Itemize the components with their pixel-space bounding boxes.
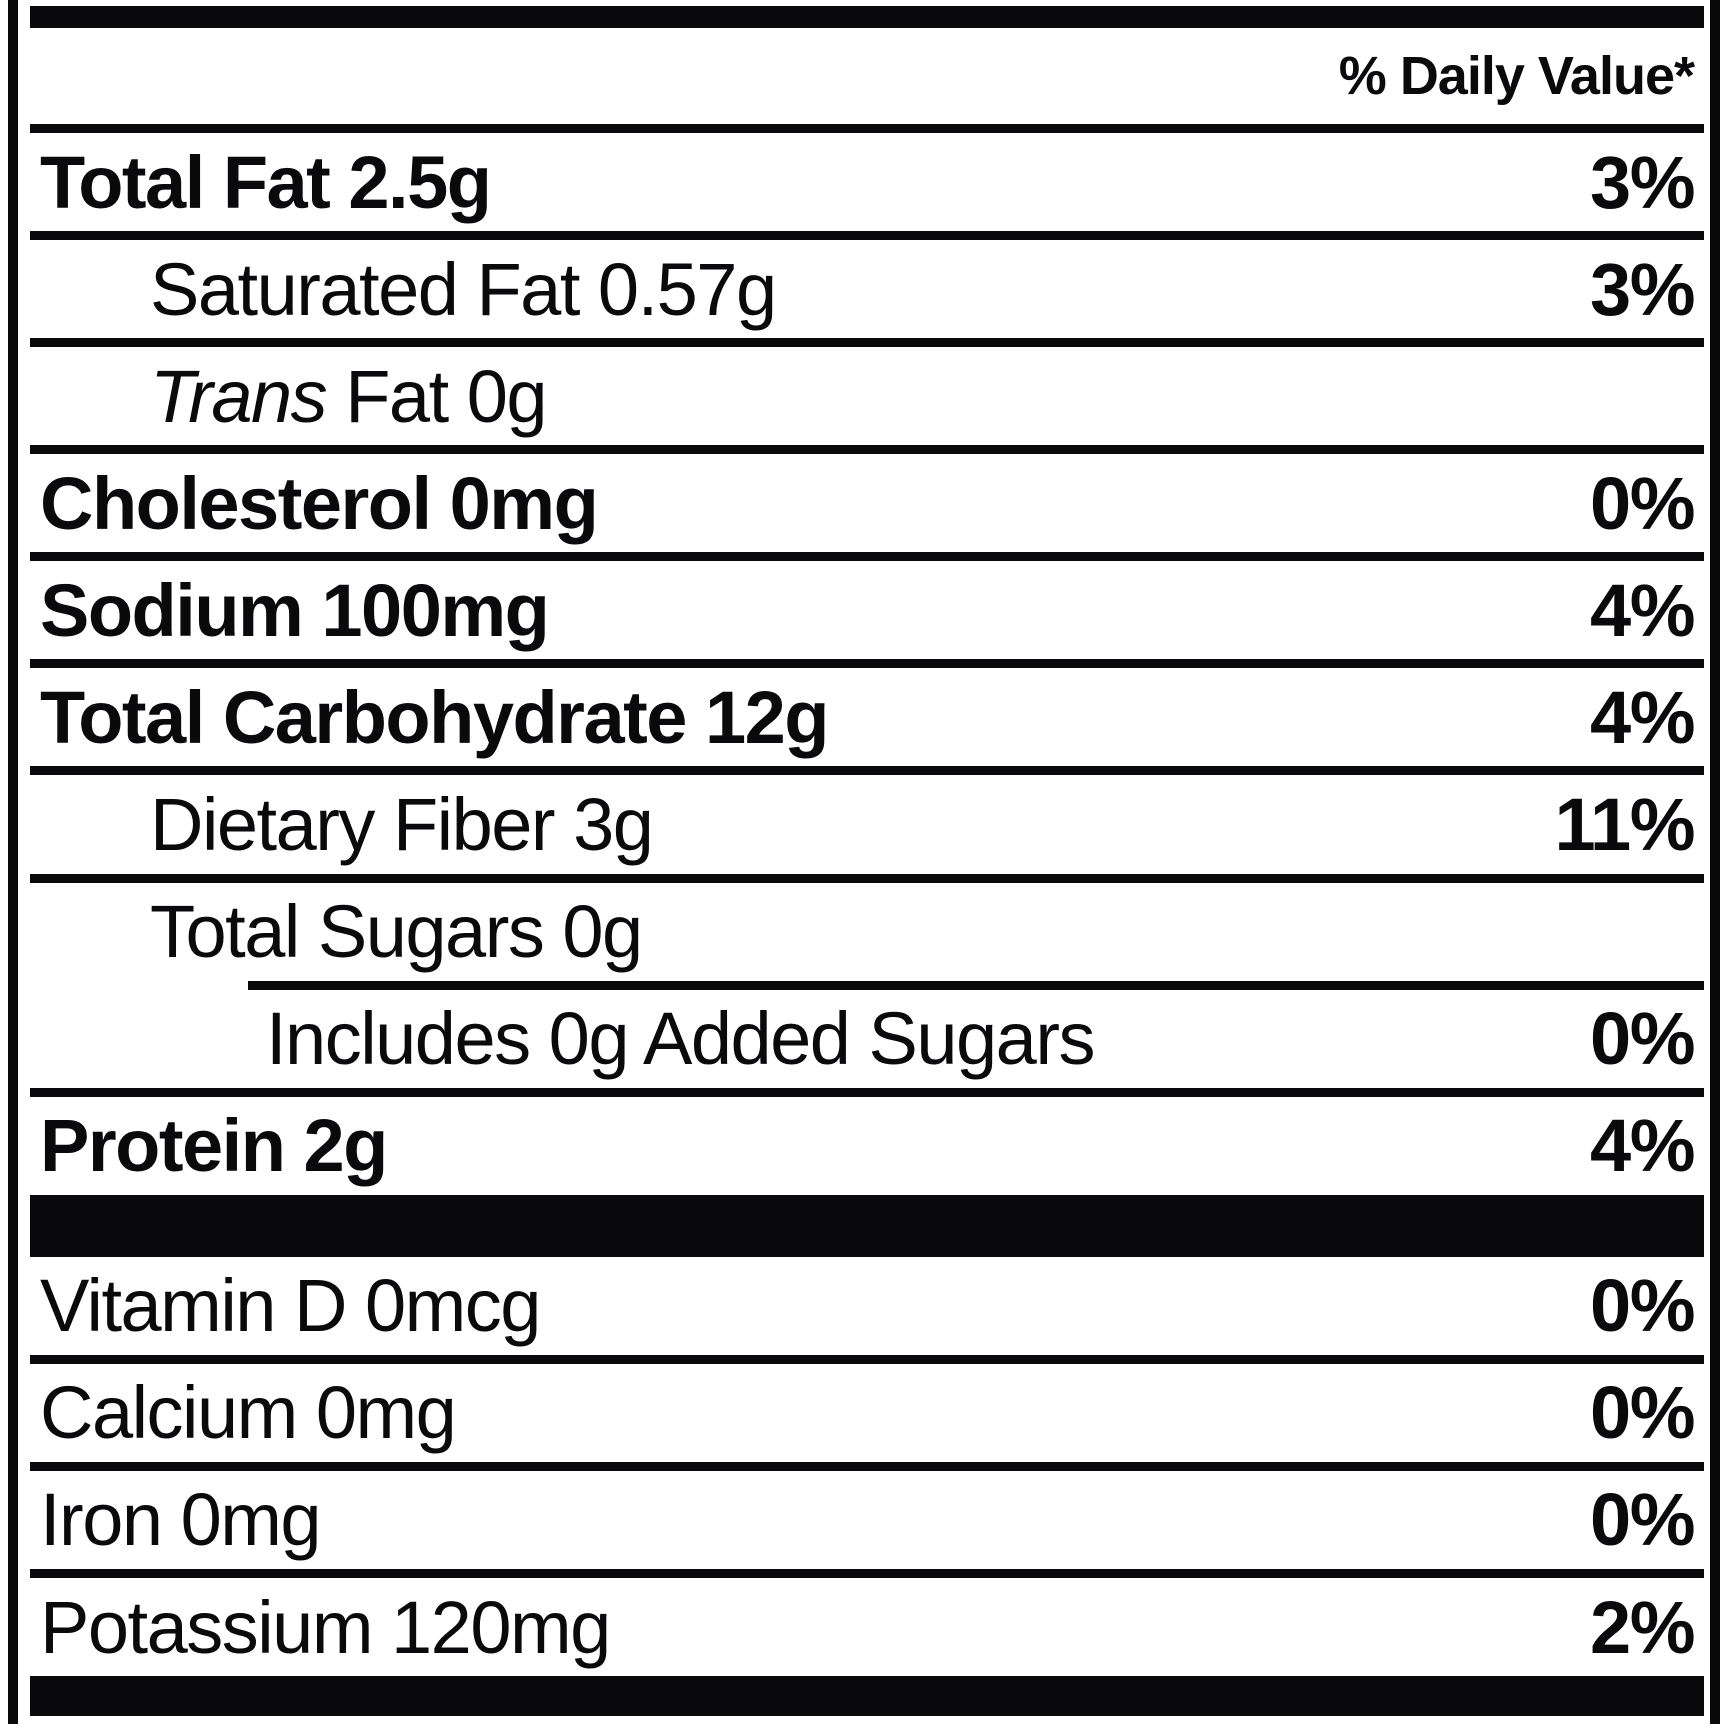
nutrient-label: Iron 0mg <box>40 1478 322 1562</box>
daily-value-percent: 4% <box>1590 675 1695 759</box>
divider <box>30 873 1704 883</box>
top-section-bar <box>30 6 1704 28</box>
divider <box>30 552 1704 562</box>
daily-value-header-row: % Daily Value* <box>26 28 1704 124</box>
row-total-fat: Total Fat 2.5g 3% <box>26 133 1704 231</box>
nutrient-label: Includes 0g Added Sugars <box>266 997 1095 1081</box>
nutrient-label: Total Sugars 0g <box>150 890 643 974</box>
row-trans-fat: Trans Fat 0g <box>26 347 1704 445</box>
row-total-carbohydrate: Total Carbohydrate 12g 4% <box>26 668 1704 766</box>
divider <box>30 124 1704 133</box>
nutrient-label: Potassium 120mg <box>40 1585 611 1669</box>
daily-value-percent: 3% <box>1590 140 1695 224</box>
divider <box>30 766 1704 776</box>
daily-value-percent: 0% <box>1590 1478 1695 1562</box>
divider <box>30 231 1704 241</box>
nutrient-label: Saturated Fat 0.57g <box>150 247 777 331</box>
divider-indented <box>248 980 1704 990</box>
daily-value-percent: 0% <box>1590 1264 1695 1348</box>
divider <box>30 659 1704 669</box>
trans-italic-word: Trans <box>150 354 328 438</box>
daily-value-percent: 4% <box>1590 568 1695 652</box>
nutrient-label: Protein 2g <box>40 1104 388 1188</box>
daily-value-percent: 0% <box>1590 1371 1695 1455</box>
row-added-sugars: Includes 0g Added Sugars 0% <box>26 990 1704 1088</box>
divider <box>30 1087 1704 1097</box>
trans-rest: Fat 0g <box>326 354 547 438</box>
divider <box>30 1569 1704 1579</box>
label-frame: % Daily Value* Total Fat 2.5g 3% Saturat… <box>8 0 1720 1724</box>
daily-value-header: % Daily Value* <box>1338 46 1695 106</box>
row-potassium: Potassium 120mg 2% <box>26 1578 1704 1676</box>
row-vitamin-d: Vitamin D 0mcg 0% <box>26 1257 1704 1355</box>
row-sodium: Sodium 100mg 4% <box>26 561 1704 659</box>
bottom-section-bar <box>30 1676 1704 1717</box>
nutrient-label: Total Fat 2.5g <box>40 140 492 224</box>
row-cholesterol: Cholesterol 0mg 0% <box>26 454 1704 552</box>
nutrient-label: Trans Fat 0g <box>26 354 548 439</box>
daily-value-percent: 0% <box>1590 461 1695 545</box>
row-calcium: Calcium 0mg 0% <box>26 1364 1704 1462</box>
daily-value-percent: 2% <box>1590 1585 1695 1669</box>
nutrient-label: Total Carbohydrate 12g <box>40 675 830 759</box>
row-iron: Iron 0mg 0% <box>26 1471 1704 1569</box>
divider <box>30 445 1704 455</box>
row-saturated-fat: Saturated Fat 0.57g 3% <box>26 240 1704 338</box>
daily-value-percent: 0% <box>1590 997 1695 1081</box>
divider <box>30 1354 1704 1364</box>
daily-value-percent: 11% <box>1554 783 1695 866</box>
nutrient-label: Vitamin D 0mcg <box>40 1264 541 1348</box>
divider <box>30 338 1704 348</box>
daily-value-percent: 3% <box>1590 247 1695 331</box>
nutrient-label: Sodium 100mg <box>40 568 550 652</box>
section-separator-bar <box>30 1194 1704 1257</box>
nutrient-label: Dietary Fiber 3g <box>150 783 654 866</box>
row-total-sugars: Total Sugars 0g <box>26 883 1704 981</box>
nutrient-label: Calcium 0mg <box>40 1371 457 1455</box>
divider <box>30 1461 1704 1471</box>
row-dietary-fiber: Dietary Fiber 3g 11% <box>26 775 1704 873</box>
row-protein: Protein 2g 4% <box>26 1097 1704 1195</box>
nutrient-label: Cholesterol 0mg <box>40 461 599 545</box>
daily-value-percent: 4% <box>1590 1104 1695 1188</box>
